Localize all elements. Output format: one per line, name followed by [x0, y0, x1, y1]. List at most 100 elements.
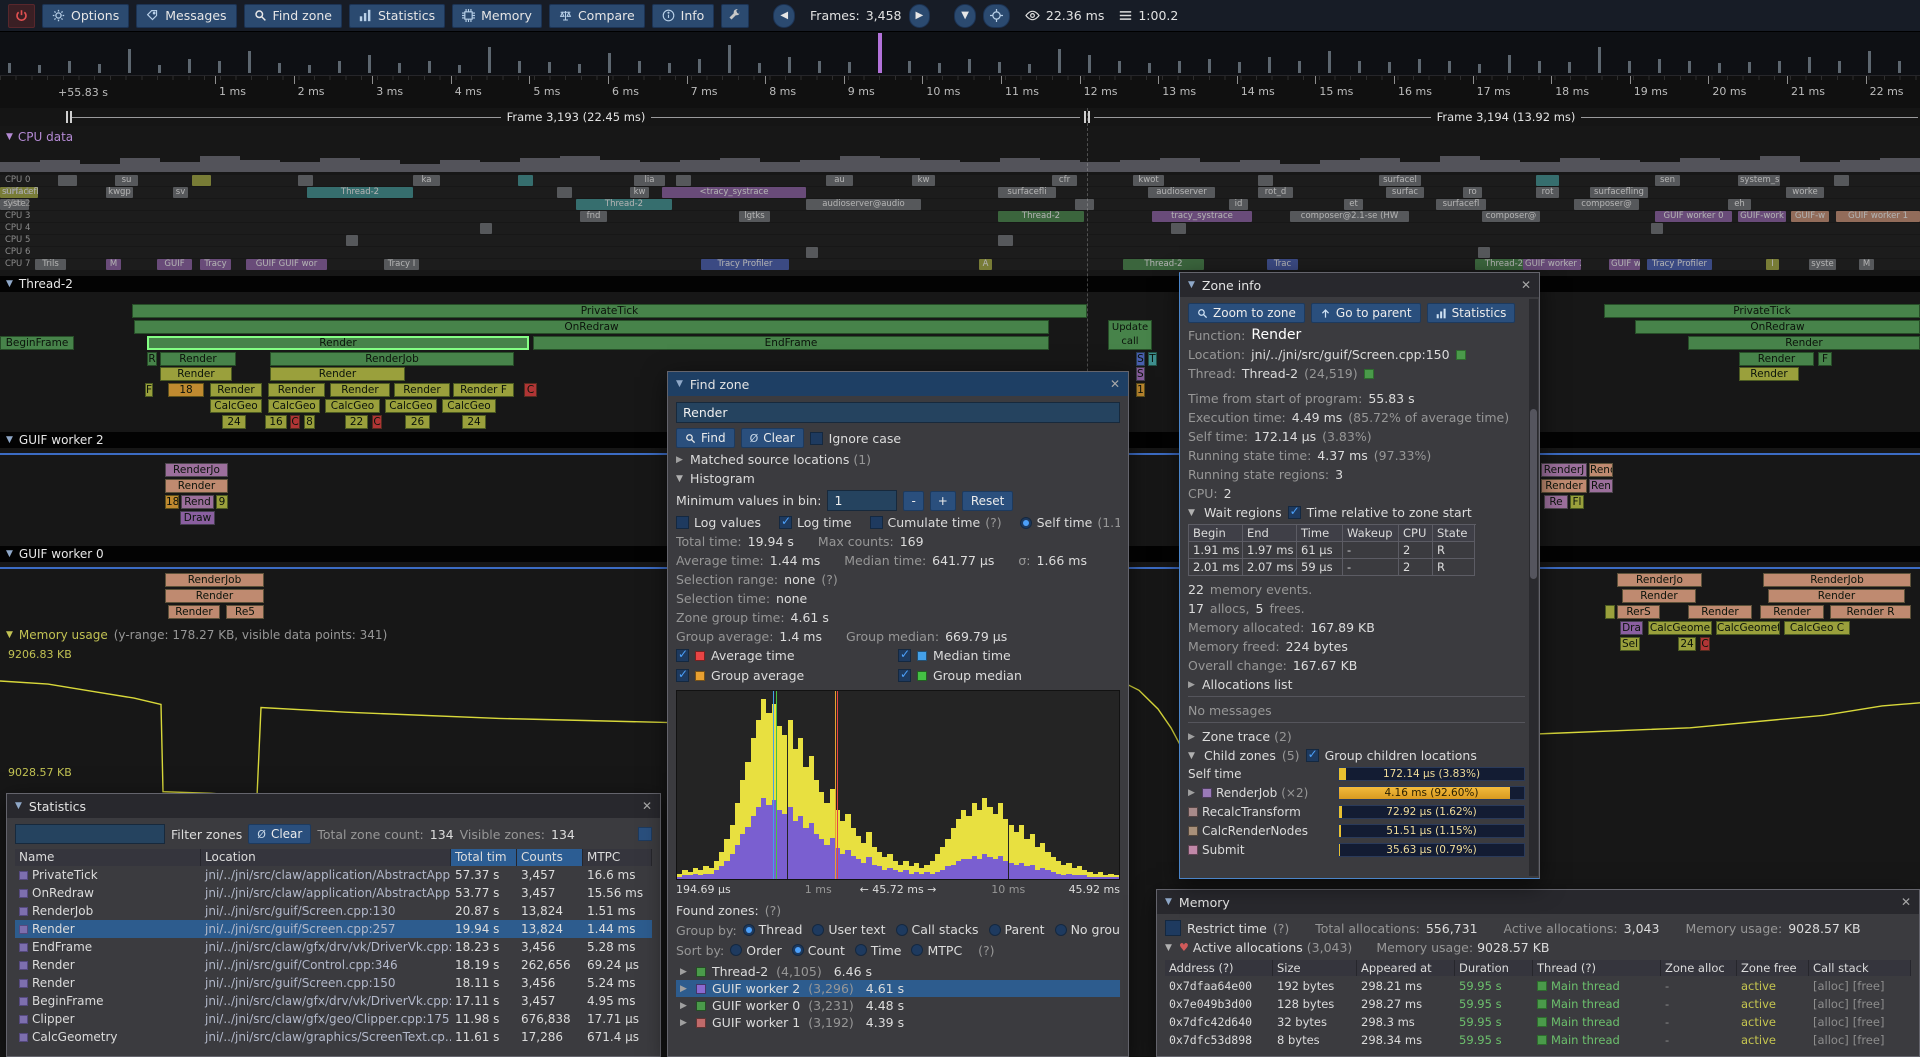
- clear-filter-button[interactable]: Ø Clear: [248, 824, 312, 844]
- cpu-zone[interactable]: [298, 175, 313, 186]
- frame-bar[interactable]: [938, 63, 941, 73]
- legend-item[interactable]: Average time: [676, 647, 898, 663]
- cpu-zone[interactable]: GUIF worker 2: [1523, 259, 1581, 270]
- timeline-zone[interactable]: F: [145, 383, 153, 397]
- frame-bar[interactable]: [1178, 61, 1181, 73]
- memory-header-cell[interactable]: Zone free: [1737, 960, 1809, 976]
- cpu-zone[interactable]: M: [106, 259, 121, 270]
- stats-row[interactable]: PrivateTick jni/../jni/src/claw/applicati…: [15, 866, 652, 884]
- cpu-zone[interactable]: [676, 175, 691, 186]
- frame-bar[interactable]: [278, 63, 281, 73]
- frame-bar[interactable]: [1598, 47, 1601, 73]
- cpu-zone[interactable]: kw: [630, 187, 649, 198]
- radio-option[interactable]: Count: [791, 943, 845, 958]
- cpu-zone[interactable]: Trac: [1267, 259, 1298, 270]
- timeline-zone[interactable]: CalcGeomet: [1716, 621, 1780, 635]
- timeline-zone[interactable]: 18: [168, 383, 204, 397]
- cpu-zone[interactable]: GUIF: [157, 259, 192, 270]
- timeline-zone[interactable]: Render: [270, 367, 405, 381]
- frame-bar[interactable]: [308, 65, 311, 73]
- frame-bar[interactable]: [68, 61, 71, 73]
- cpu-zone[interactable]: surfacefl: [1436, 199, 1486, 210]
- timeline-zone[interactable]: Render F: [453, 383, 514, 397]
- cpu-zone[interactable]: Tracy I: [384, 259, 419, 270]
- memory-window[interactable]: ▼ Memory ✕ Restrict time (?) Total alloc…: [1156, 889, 1920, 1057]
- timeline-zone[interactable]: F: [1818, 352, 1832, 366]
- timeline-zone[interactable]: S: [1136, 352, 1145, 366]
- cpu-zone[interactable]: sv: [173, 187, 188, 198]
- found-zone-group[interactable]: ▶ Thread-2 (4,105) 6.46 s: [676, 963, 1120, 980]
- statistics-window[interactable]: ▼ Statistics ✕ Filter zones Ø Clear Total…: [6, 793, 661, 1057]
- cpu-zone[interactable]: lia: [634, 175, 665, 186]
- frame-bar[interactable]: [968, 59, 971, 73]
- wait-region-header-cell[interactable]: Wakeup: [1343, 525, 1399, 542]
- cpu-zone[interactable]: lgtks: [739, 211, 770, 222]
- timeline-zone[interactable]: Sel: [1620, 637, 1640, 651]
- cumulate-time-checkbox[interactable]: Cumulate time (?): [869, 515, 1002, 530]
- cpu-zone[interactable]: [1478, 247, 1490, 258]
- timeline-zone[interactable]: RenderJob: [165, 573, 264, 587]
- frame-bar[interactable]: [1238, 62, 1241, 73]
- statistics-button[interactable]: Statistics: [348, 3, 446, 28]
- timeline-zone[interactable]: Rend: [1589, 463, 1613, 477]
- cpu-zone[interactable]: [1258, 175, 1273, 186]
- options-button[interactable]: Options: [42, 3, 130, 28]
- cpu-zone[interactable]: Tracy: [200, 259, 231, 270]
- cpu-zone[interactable]: kwgp: [106, 187, 133, 198]
- reset-button[interactable]: Reset: [961, 490, 1014, 511]
- stats-row[interactable]: Render jni/../jni/src/guif/Screen.cpp:257…: [15, 920, 652, 938]
- min-bin-increase-button[interactable]: +: [929, 490, 956, 511]
- timeline-zone[interactable]: Fl: [1570, 495, 1584, 509]
- timeline-zone[interactable]: C: [290, 415, 300, 429]
- frame-bar[interactable]: [698, 59, 701, 73]
- find-zone-button[interactable]: Find zone: [243, 3, 342, 28]
- memory-header-cell[interactable]: Zone alloc: [1661, 960, 1737, 976]
- cpu-zone[interactable]: rot: [1536, 187, 1559, 198]
- timeline-zone[interactable]: Render: [1688, 336, 1920, 350]
- active-allocations-toggle[interactable]: ▼ ♥ Active allocations (3,043) Memory us…: [1165, 940, 1550, 955]
- frame-bar[interactable]: [428, 61, 431, 73]
- frame-bar[interactable]: [1868, 51, 1871, 73]
- frame-bar[interactable]: [1268, 57, 1271, 73]
- cpu-zone[interactable]: Trils: [35, 259, 66, 270]
- frame-bar[interactable]: [1478, 64, 1481, 73]
- timeline-zone[interactable]: Re5: [226, 605, 264, 619]
- memory-header-cell[interactable]: Thread (?): [1533, 960, 1661, 976]
- cpu-zone[interactable]: composer@: [1574, 199, 1639, 210]
- frame-bar[interactable]: [1748, 62, 1751, 73]
- scrollbar[interactable]: [1529, 299, 1538, 876]
- timeline-zone[interactable]: CalcGeo: [268, 399, 320, 413]
- close-icon[interactable]: ✕: [641, 799, 652, 813]
- timeline-zone[interactable]: Render: [1541, 479, 1587, 493]
- cpu-zone[interactable]: Thread-2: [307, 187, 413, 198]
- cpu-zone[interactable]: <tracy_systrace: [662, 187, 806, 198]
- timeline-zone[interactable]: Render: [394, 383, 450, 397]
- cpu-zone[interactable]: su: [115, 175, 138, 186]
- frame-bar[interactable]: [1328, 51, 1331, 73]
- cpu-zone[interactable]: Thread-2: [1475, 259, 1533, 270]
- cpu-zone[interactable]: eh: [1728, 199, 1751, 210]
- frame-bar[interactable]: [608, 53, 611, 73]
- frame-bar[interactable]: [1508, 55, 1511, 73]
- cpu-zone[interactable]: [1651, 223, 1663, 234]
- memory-header-cell[interactable]: Size: [1273, 960, 1357, 976]
- cpu-zone[interactable]: syste: [1809, 259, 1836, 270]
- timeline-zone[interactable]: Render: [1688, 605, 1752, 619]
- frame-bar[interactable]: [368, 55, 371, 73]
- timeline-zone[interactable]: RenderJo: [165, 463, 228, 477]
- tools-button[interactable]: [721, 3, 750, 28]
- frame-bar[interactable]: [398, 63, 401, 73]
- scrollbar-thumb[interactable]: [1530, 409, 1537, 579]
- cpu-zone[interactable]: sen: [1655, 175, 1680, 186]
- cpu-zone[interactable]: Thread-2: [1123, 259, 1204, 270]
- cpu-zone[interactable]: [192, 175, 211, 186]
- frame-bar[interactable]: [668, 63, 671, 73]
- stats-row[interactable]: BeginFrame jni/../jni/src/claw/gfx/drv/vk…: [15, 992, 652, 1010]
- cpu-zone[interactable]: [1834, 175, 1849, 186]
- stats-header-cell[interactable]: Name: [15, 848, 201, 866]
- stats-row[interactable]: Clipper jni/../jni/src/claw/gfx/geo/Clipp…: [15, 1010, 652, 1028]
- timeline-zone[interactable]: 1: [1136, 383, 1145, 397]
- go-to-parent-button[interactable]: Go to parent: [1310, 303, 1421, 323]
- cpu-zone[interactable]: I: [1766, 259, 1779, 270]
